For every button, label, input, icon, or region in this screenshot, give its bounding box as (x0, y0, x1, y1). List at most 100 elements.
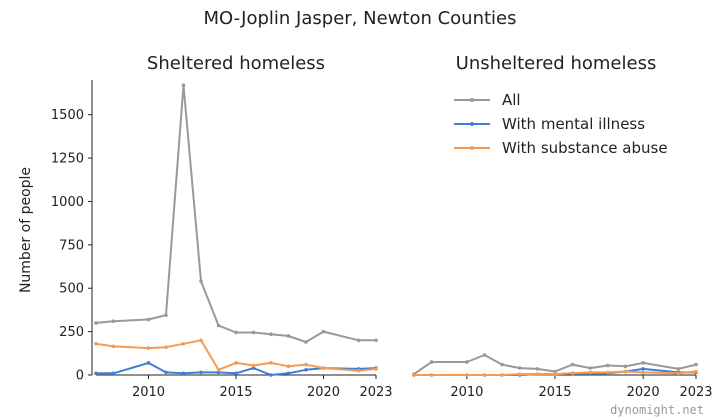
left-all-point (251, 330, 256, 335)
legend: All With mental illness With substance abu… (454, 91, 668, 157)
right-all-point (500, 362, 504, 367)
right-all-point (465, 360, 469, 364)
left-with-substance-abuse-point (199, 338, 203, 343)
left-all-point (269, 332, 273, 337)
right-with-substance-abuse-point (606, 370, 610, 375)
right-all-point (570, 362, 575, 367)
y-tick-label: 1000 (51, 195, 84, 210)
y-tick-label: 0 (76, 369, 84, 384)
right-all-point (588, 366, 593, 370)
right-x-tick-label: 2023 (679, 385, 712, 400)
left-with-substance-abuse-point (286, 364, 291, 369)
left-with-substance-abuse-point (164, 345, 168, 350)
right-x-tick-label: 2010 (450, 385, 483, 400)
y-tick-label: 250 (59, 325, 84, 340)
left-all-point (321, 329, 326, 334)
legend-item-all: All (454, 91, 521, 109)
right-with-substance-abuse-point (517, 372, 522, 376)
left-with-substance-abuse-point (216, 367, 221, 372)
right-x-tick-label: 2015 (538, 385, 571, 400)
left-with-substance-abuse-point (321, 366, 326, 370)
left-with-mental-illness-point (199, 370, 203, 375)
left-all-point (94, 321, 98, 325)
right-all-point (606, 363, 610, 368)
legend-item-with-substance-abuse: With substance abuse (454, 139, 668, 157)
legend-label: With substance abuse (502, 139, 668, 157)
legend-label: All (502, 91, 521, 109)
left-all-line (95, 84, 376, 343)
left-with-substance-abuse-point (269, 361, 273, 365)
left-all-point (374, 338, 378, 343)
left-all-point (199, 279, 203, 284)
left-panel: 2010 2015 2020 2023 0 250 500 750 1000 1250 1500 (51, 80, 393, 400)
left-all-point (146, 317, 151, 322)
right-panel-title: Unsheltered homeless (456, 53, 657, 74)
left-x-tick-label: 2023 (359, 385, 392, 400)
left-with-substance-abuse-point (356, 368, 361, 373)
left-with-substance-abuse-point (304, 362, 308, 367)
y-tick-label: 750 (59, 238, 84, 253)
legend-swatch-point (470, 146, 474, 150)
legend-swatch-point (470, 122, 474, 126)
left-series-with-substance-abuse (94, 338, 378, 373)
left-with-mental-illness-point (286, 371, 291, 376)
left-series-all (94, 83, 378, 344)
right-panel: 2010 2015 2020 2023 (412, 353, 713, 400)
right-with-substance-abuse-point (588, 370, 593, 375)
left-with-mental-illness-point (251, 366, 256, 370)
right-all-point (676, 367, 681, 371)
y-axis-label: Number of people (18, 167, 34, 293)
left-with-substance-abuse-point (111, 344, 116, 349)
right-all-point (553, 369, 557, 374)
right-all-point (623, 364, 628, 369)
legend-label: With mental illness (502, 115, 645, 133)
left-with-mental-illness-point (269, 373, 273, 377)
right-with-substance-abuse-point (482, 373, 487, 377)
left-all-point (234, 330, 238, 335)
right-with-substance-abuse-point (676, 371, 681, 376)
left-with-mental-illness-point (216, 370, 221, 375)
right-with-substance-abuse-point (535, 372, 540, 376)
right-with-substance-abuse-point (412, 373, 416, 377)
y-tick-label: 1500 (51, 108, 84, 123)
right-with-substance-abuse-point (465, 373, 469, 377)
right-series-all (412, 353, 698, 376)
figure-title: MO-Joplin Jasper, Newton Counties (203, 8, 516, 29)
left-x-tick-label: 2020 (307, 385, 340, 400)
left-with-mental-illness-point (146, 361, 151, 365)
right-with-substance-abuse-point (570, 371, 575, 376)
left-with-mental-illness-point (111, 371, 116, 376)
right-all-point (535, 367, 540, 371)
right-series-with-substance-abuse (412, 369, 698, 377)
right-all-point (482, 353, 487, 357)
left-all-point (164, 313, 168, 317)
right-all-point (641, 361, 645, 365)
left-with-mental-illness-point (181, 371, 186, 376)
left-with-mental-illness-point (304, 367, 308, 372)
left-all-point (356, 338, 361, 343)
left-all-point (216, 323, 221, 328)
left-with-mental-illness-point (164, 370, 168, 375)
left-with-substance-abuse-point (146, 346, 151, 350)
left-all-point (181, 83, 186, 88)
left-x-tick-label: 2010 (132, 385, 165, 400)
y-tick-label: 500 (59, 282, 84, 297)
left-with-substance-abuse-point (374, 367, 378, 371)
right-with-substance-abuse-point (429, 373, 434, 377)
left-with-mental-illness-point (94, 371, 98, 376)
left-with-substance-abuse-point (234, 361, 238, 365)
right-with-substance-abuse-point (694, 369, 698, 374)
left-all-point (286, 334, 291, 338)
right-all-point (517, 366, 522, 370)
right-all-point (694, 362, 698, 367)
left-with-substance-abuse-point (251, 363, 256, 368)
left-x-tick-label: 2015 (219, 385, 252, 400)
right-with-substance-abuse-point (623, 369, 628, 374)
watermark: dynomight.net (610, 403, 704, 417)
left-with-substance-abuse-point (181, 341, 186, 346)
right-with-substance-abuse-point (500, 373, 504, 377)
left-all-point (304, 340, 308, 344)
right-with-substance-abuse-point (553, 372, 557, 376)
right-with-substance-abuse-point (641, 370, 645, 375)
